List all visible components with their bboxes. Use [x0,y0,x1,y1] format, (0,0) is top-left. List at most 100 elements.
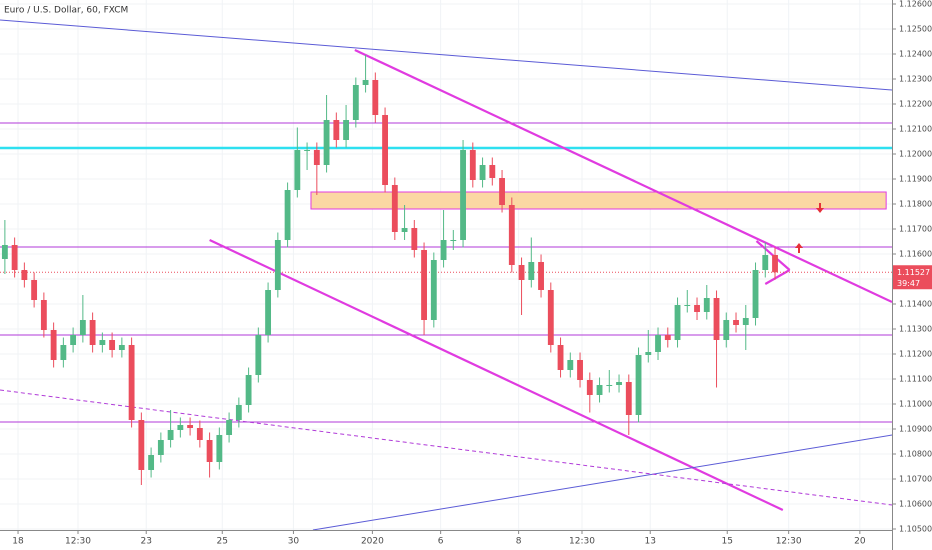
candle-body [772,255,778,273]
x-tick-label: 13 [645,537,656,547]
candle-body [333,120,340,140]
trend-line [0,389,893,506]
y-tick-label: 1.10900 [899,425,932,434]
y-tick-label: 1.12100 [899,125,932,134]
candle-body [508,205,515,265]
candle-body [625,382,632,415]
trend-line [764,269,791,285]
candle-body [187,425,194,428]
candle-body [255,335,262,375]
candle-body [703,298,710,312]
candle-body [421,250,427,320]
x-tick-label: 23 [141,537,152,547]
y-tick-label: 1.10800 [899,450,932,459]
chart-title: Euro / U.S. Dollar, 60, FXCM [4,6,128,16]
candle-body [352,85,359,120]
candle-body [40,300,47,330]
candle-body [245,375,252,405]
candle-body [489,165,496,178]
trend-line [0,19,893,91]
y-tick-label: 1.11700 [899,225,932,234]
candle-body [274,240,281,290]
y-tick-label: 1.11800 [899,200,932,209]
y-tick-label: 1.12300 [899,75,932,84]
candle-body [216,435,223,462]
trend-line [354,49,893,303]
candle-body [148,455,155,470]
candle-body [674,305,681,340]
candle-body [11,245,18,270]
candle-body [762,255,769,270]
candle-body [499,178,505,205]
candle-body [518,265,525,280]
arrow-down [816,203,824,213]
candle-body [177,425,184,430]
candle-body [411,228,418,250]
last-price-label: 1.11527 [897,268,930,277]
grid [0,0,892,530]
x-tick-label: 8 [516,537,522,547]
x-tick-label: 12:30 [65,537,91,547]
candle-body [460,150,466,240]
y-tick-label: 1.10500 [899,525,932,534]
axes: 1.10500 1.10600 1.10700 1.10800 1.10900 1.110… [12,0,932,547]
candle-body [70,335,77,345]
candle-body [21,270,28,280]
y-tick-label: 1.12000 [899,150,932,159]
candle-body [118,345,125,350]
candle-body [450,240,457,241]
y-tick-label: 1.11100 [899,375,932,384]
candle-body [128,345,135,420]
candle-body [538,262,544,290]
candle-body [430,260,437,320]
y-tick-label: 1.12600 [899,0,932,9]
trend-line [312,434,893,531]
candle-body [50,330,57,360]
candle-body [79,320,86,335]
y-tick-label: 1.12200 [899,100,932,109]
candle-body [606,385,613,386]
candle-body [99,340,106,345]
candle-body [616,382,622,385]
candle-body [167,430,174,440]
candle-body [313,150,320,165]
candle-body [547,290,554,345]
candle-body [577,360,583,380]
candle-body [645,352,652,355]
candle-body [684,305,691,306]
candle-body [226,420,233,435]
candle-body [157,440,164,455]
candle-body [567,360,574,370]
x-tick-label: 15 [722,537,733,547]
x-tick-label: 18 [12,537,24,547]
candle-body [752,270,759,318]
candle-body [60,345,67,360]
candle-body [664,335,671,340]
x-tick-label: 6 [438,537,444,547]
trend-line [209,239,784,511]
candle-body [343,120,350,140]
candle-body [284,190,291,240]
y-tick-label: 1.10600 [899,500,932,509]
y-tick-label: 1.11200 [899,350,932,359]
candle-body [1,245,8,259]
candle-body [723,320,730,340]
candle-body [372,80,379,115]
candle-body [235,405,242,420]
candle-body [528,262,535,280]
candle-body [635,355,642,415]
zone [310,191,887,210]
candle-body [31,280,38,300]
arrow-up [795,243,803,253]
x-tick-label: 25 [217,537,228,547]
candle-body [733,320,739,325]
x-tick-label: 12:30 [569,537,595,547]
candle-body [382,115,388,185]
candle-body [742,318,749,325]
candle-body [401,228,408,232]
candle-body [294,150,301,190]
x-tick-label: 30 [288,537,300,547]
candle-body [440,240,447,260]
